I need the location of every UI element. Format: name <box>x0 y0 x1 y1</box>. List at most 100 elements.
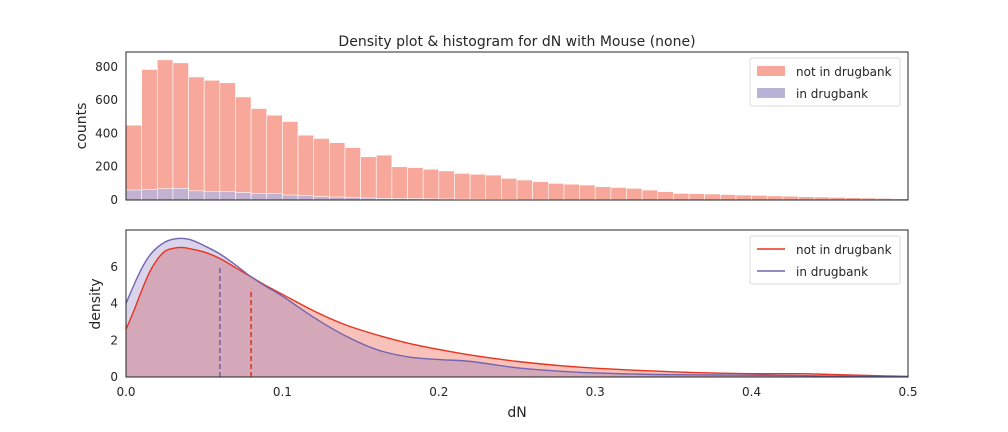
y-tick-label: 600 <box>95 93 118 107</box>
histogram-bar <box>579 184 596 201</box>
histogram-bar <box>172 188 189 201</box>
y-tick-label: 6 <box>110 260 118 274</box>
histogram-bar <box>203 79 221 201</box>
y-tick-label: 0 <box>110 370 118 384</box>
top-y-axis-label: counts <box>74 103 90 150</box>
histogram-bar <box>188 76 205 201</box>
histogram-bar <box>375 154 393 201</box>
y-tick-label: 2 <box>110 333 118 347</box>
histogram-bar <box>250 108 268 201</box>
top-legend: not in drugbank in drugbank <box>749 57 901 107</box>
histogram-bar <box>688 193 705 201</box>
histogram-bar <box>782 195 799 201</box>
histogram-bar <box>219 82 236 201</box>
histogram-bar <box>751 195 768 201</box>
histogram-bar <box>282 121 299 201</box>
histogram-bar <box>532 181 549 201</box>
histogram-bar <box>235 96 252 201</box>
density-line <box>125 237 909 378</box>
y-tick-label: 4 <box>110 297 118 311</box>
histogram-bar <box>125 124 142 201</box>
legend-swatch-not-in-drugbank <box>757 66 785 76</box>
chart-title: Density plot & histogram for dN with Mou… <box>338 34 695 50</box>
bottom-legend-box <box>749 235 901 285</box>
histogram-bar <box>250 193 268 201</box>
histogram-bar <box>626 188 643 201</box>
legend-swatch-in-drugbank <box>757 88 785 98</box>
density-panel: 0 2 4 6 0.0 0.1 0.2 0.3 0.4 0.5 density dN not i… <box>88 229 918 421</box>
density-area <box>126 238 908 377</box>
histogram-bar <box>266 193 283 201</box>
histogram-bar <box>454 173 471 201</box>
histogram-bar <box>297 195 314 201</box>
histogram-bar <box>125 189 142 201</box>
x-axis-label: dN <box>507 405 526 421</box>
histogram-bar <box>156 188 174 201</box>
histogram-bar <box>469 173 487 201</box>
x-tick-label: 0.3 <box>586 385 605 399</box>
histogram-bar <box>282 194 299 201</box>
histogram-bar <box>422 168 440 201</box>
legend-label-not-in-drugbank: not in drugbank <box>796 65 892 79</box>
legend-label-not-in-drugbank-density: not in drugbank <box>796 243 892 257</box>
x-tick-label: 0.2 <box>429 385 448 399</box>
x-tick-label: 0.4 <box>742 385 761 399</box>
top-legend-box <box>749 57 901 107</box>
histogram-bar <box>313 138 330 201</box>
legend-label-in-drugbank-density: in drugbank <box>796 265 868 279</box>
histogram-bar <box>673 193 690 201</box>
bottom-x-ticks: 0.0 0.1 0.2 0.3 0.4 0.5 <box>116 385 917 399</box>
x-tick-label: 0.5 <box>898 385 917 399</box>
top-y-ticks: 0 200 400 600 800 <box>95 60 118 207</box>
density-lines <box>125 237 909 378</box>
histogram-bar <box>594 186 612 201</box>
histogram-bar <box>766 195 784 201</box>
y-tick-label: 400 <box>95 126 118 140</box>
histogram-bar <box>610 187 627 201</box>
histogram-bar <box>203 191 221 201</box>
histogram-bar <box>720 194 737 201</box>
x-tick-label: 0.0 <box>116 385 135 399</box>
histogram-bar <box>407 167 424 201</box>
histogram-bar <box>297 134 314 201</box>
histogram-bars-not-in-drugbank <box>125 59 909 201</box>
density-areas <box>126 238 908 377</box>
bottom-y-ticks: 0 2 4 6 <box>110 260 118 384</box>
mean-markers <box>219 267 252 377</box>
y-tick-label: 200 <box>95 160 118 174</box>
bottom-legend: not in drugbank in drugbank <box>749 235 901 285</box>
density-line <box>125 246 909 378</box>
histogram-bar <box>219 191 236 201</box>
histogram-bar <box>735 194 752 201</box>
histogram-bar <box>344 147 361 201</box>
histogram-bar <box>156 59 174 201</box>
legend-label-in-drugbank: in drugbank <box>796 87 868 101</box>
y-tick-label: 0 <box>110 193 118 207</box>
histogram-panel: Density plot & histogram for dN with Mou… <box>74 34 909 207</box>
histogram-bar <box>516 179 533 201</box>
x-tick-label: 0.1 <box>273 385 292 399</box>
histogram-bar <box>657 191 674 201</box>
histogram-bar <box>141 69 158 201</box>
histogram-bar <box>563 183 580 201</box>
histogram-bar <box>485 174 502 201</box>
histogram-bar <box>641 189 659 201</box>
histogram-bar <box>360 156 377 201</box>
density-area <box>126 247 908 377</box>
histogram-bar <box>141 189 158 201</box>
histogram-bar <box>501 178 518 201</box>
histogram-bar <box>438 170 455 201</box>
histogram-bar <box>391 166 408 201</box>
histogram-bar <box>547 183 565 201</box>
histogram-bar <box>235 192 252 201</box>
y-tick-label: 800 <box>95 60 118 74</box>
histogram-bar <box>172 62 189 201</box>
bottom-y-axis-label: density <box>88 278 104 329</box>
top-axes-frame <box>125 51 909 201</box>
histogram-bar <box>266 114 283 201</box>
bottom-axes-frame <box>125 229 909 378</box>
histogram-bar <box>188 190 205 201</box>
histogram-bar <box>704 193 721 201</box>
histogram-bar <box>329 142 346 201</box>
